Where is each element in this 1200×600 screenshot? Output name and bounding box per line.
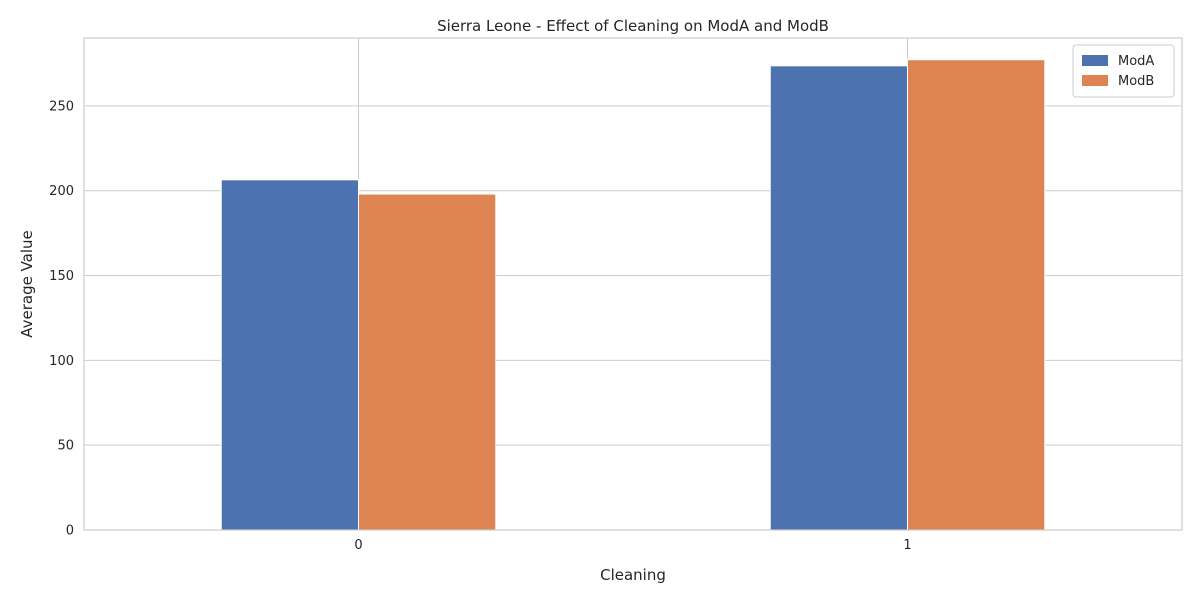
bar-modb-0[interactable] xyxy=(358,193,497,531)
bar-moda-0[interactable] xyxy=(220,179,359,531)
bars xyxy=(220,59,1046,531)
x-axis-label: Cleaning xyxy=(600,566,666,584)
legend-swatch-moda xyxy=(1082,55,1108,66)
y-tick-label: 50 xyxy=(57,439,74,454)
y-tick-label: 0 xyxy=(66,524,74,539)
legend-label-moda: ModA xyxy=(1118,54,1154,69)
y-axis-label: Average Value xyxy=(18,230,36,338)
legend-swatch-modb xyxy=(1082,75,1108,86)
y-tick-label: 200 xyxy=(49,184,74,199)
y-tick-label: 100 xyxy=(49,354,74,369)
bar-moda-1[interactable] xyxy=(769,65,908,531)
bar-modb-1[interactable] xyxy=(907,59,1046,531)
y-axis-ticks: 0 50 100 150 200 250 xyxy=(49,99,74,538)
x-tick-label: 1 xyxy=(903,538,911,553)
y-tick-label: 150 xyxy=(49,269,74,284)
legend-label-modb: ModB xyxy=(1118,74,1154,89)
legend-box xyxy=(1072,44,1175,98)
y-tick-label: 250 xyxy=(49,99,74,114)
plot-frame xyxy=(83,37,1183,531)
legend[interactable]: ModA ModB xyxy=(1072,44,1175,98)
x-tick-label: 0 xyxy=(354,538,362,553)
chart-title: Sierra Leone - Effect of Cleaning on Mod… xyxy=(437,17,829,35)
